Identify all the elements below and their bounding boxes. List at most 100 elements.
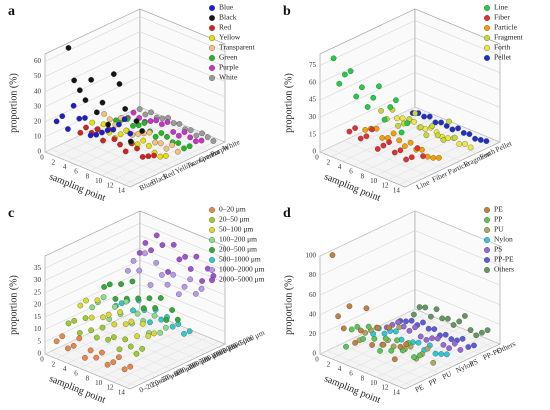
point — [438, 351, 445, 357]
point — [426, 113, 433, 120]
point — [456, 318, 463, 325]
category-line — [50, 148, 137, 185]
point — [83, 297, 89, 304]
z-axis-label: proportion (%) — [283, 275, 294, 335]
point — [390, 130, 397, 137]
legend-marker — [209, 65, 215, 71]
x-tick-label: 4 — [63, 365, 67, 373]
category-line — [340, 344, 426, 380]
point — [433, 306, 440, 313]
point — [424, 345, 431, 352]
point — [411, 311, 417, 318]
point — [142, 111, 149, 118]
category-line — [327, 148, 414, 184]
legend-marker — [209, 5, 215, 11]
point — [169, 142, 175, 148]
point — [393, 97, 399, 104]
point — [359, 84, 365, 91]
legend-label: Green — [219, 53, 238, 62]
z-tick-label: 0 — [38, 350, 42, 358]
legend-label: Particle — [494, 23, 518, 32]
legend-marker — [209, 35, 215, 41]
z-tick-label: 20 — [309, 330, 317, 338]
point — [369, 342, 375, 348]
point — [118, 281, 124, 287]
point — [187, 276, 194, 283]
point — [87, 347, 94, 354]
legend-label: 0–20 μm — [219, 205, 246, 214]
point — [169, 307, 175, 313]
z-tick-label: 60 — [309, 291, 317, 299]
z-tick-label: 5 — [38, 337, 42, 345]
z-tick-label: 35 — [34, 264, 42, 272]
point — [164, 119, 171, 125]
point — [483, 138, 490, 144]
point — [87, 132, 94, 139]
point — [123, 298, 130, 305]
grid-line — [112, 336, 209, 383]
point — [153, 259, 160, 266]
x-tick-label: 6 — [349, 370, 353, 378]
point — [94, 126, 101, 133]
point — [134, 310, 141, 317]
point — [153, 232, 160, 239]
legend-label: Nylon — [494, 235, 513, 244]
grid-line — [319, 37, 501, 84]
point — [425, 325, 432, 332]
point — [346, 303, 353, 310]
point — [152, 305, 158, 311]
point — [146, 295, 153, 302]
x-tick-label: 6 — [349, 168, 353, 176]
point — [442, 331, 449, 338]
point — [181, 330, 187, 337]
point — [394, 337, 400, 344]
legend-marker — [209, 207, 215, 213]
point — [199, 278, 205, 284]
point — [352, 125, 358, 131]
point — [165, 269, 171, 275]
point — [170, 241, 177, 248]
z-tick-label: 0 — [313, 350, 317, 358]
x-tick-label: 2 — [327, 158, 331, 166]
legend-label: 500–1000 μm — [219, 255, 261, 264]
point — [395, 123, 401, 129]
point — [123, 127, 130, 134]
point — [347, 68, 354, 74]
point — [186, 328, 193, 335]
legend-marker — [484, 257, 490, 263]
legend-label: Line — [494, 3, 508, 12]
grid-line — [78, 322, 175, 369]
point — [101, 284, 107, 290]
point — [357, 327, 364, 334]
z-tick-label: 30 — [309, 113, 317, 121]
point — [110, 71, 117, 77]
point — [139, 320, 146, 327]
point — [379, 135, 386, 141]
legend-marker — [484, 35, 490, 41]
point — [89, 304, 96, 311]
point — [432, 350, 439, 357]
grid-line — [44, 247, 226, 293]
point — [378, 107, 384, 114]
x-tick-label: 4 — [338, 163, 342, 171]
z-tick-label: 40 — [309, 310, 317, 318]
point — [420, 153, 426, 159]
grid-line — [44, 76, 226, 123]
legend-label: Fiber — [494, 13, 510, 22]
legend-marker — [209, 267, 215, 273]
grid-line — [319, 89, 501, 135]
point — [163, 317, 170, 323]
x-tick-label: 8 — [86, 374, 90, 382]
grid-line — [319, 230, 501, 276]
point — [404, 120, 411, 127]
point — [89, 119, 96, 126]
point — [104, 127, 111, 134]
point — [100, 294, 107, 301]
legend-label: 20–50 μm — [219, 215, 250, 224]
point — [134, 145, 140, 152]
grid-line — [44, 284, 226, 330]
point — [170, 120, 177, 126]
x-tick-label: 12 — [382, 384, 390, 392]
point — [93, 334, 100, 341]
point — [423, 336, 430, 343]
